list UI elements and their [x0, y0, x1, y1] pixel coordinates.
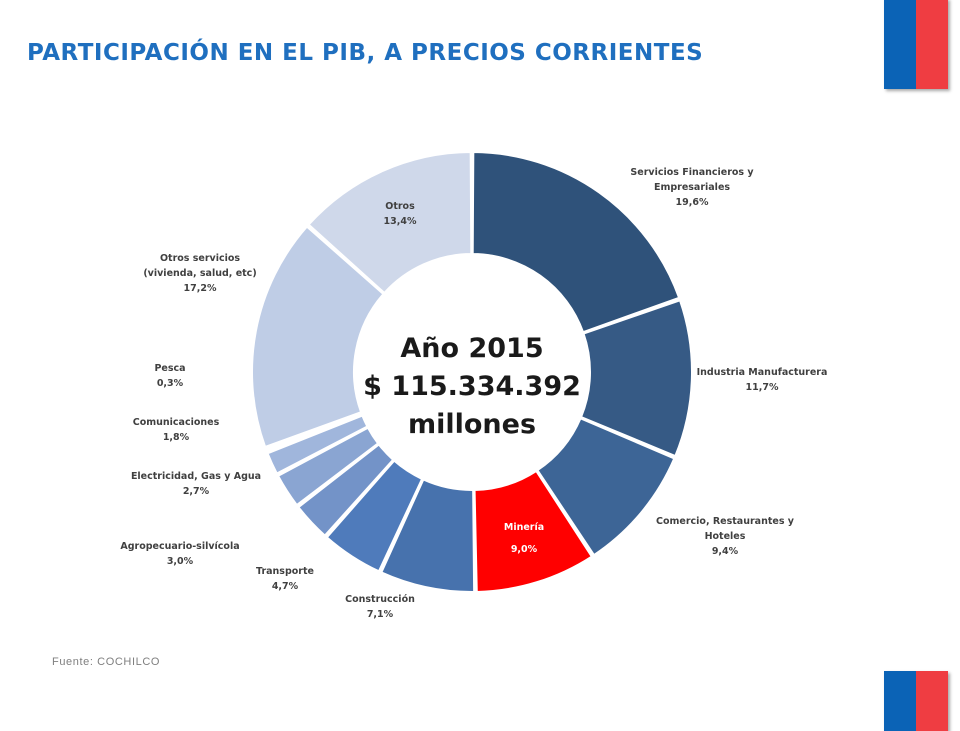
label-comunicaciones: Comunicaciones 1,8%	[133, 417, 220, 443]
flag-red-stripe	[916, 0, 948, 89]
center-amount: $ 115.334.392	[363, 371, 581, 402]
slice-agropecuario-silvicola	[297, 443, 395, 537]
slice-transporte	[325, 459, 424, 573]
label-otros: Otros 13,4%	[384, 201, 417, 227]
chart-slices	[251, 150, 693, 593]
label-industria-manufacturera: Industria Manufacturera 11,7%	[697, 367, 828, 393]
center-unit: millones	[408, 409, 536, 440]
flag-blue-stripe	[884, 0, 916, 89]
slice-servicios-financieros-y-empresariales	[471, 150, 681, 334]
source-note: Fuente: COCHILCO	[52, 656, 161, 668]
slice-comunicaciones	[266, 414, 369, 475]
chile-flag-logo	[884, 0, 948, 89]
slice-comercio-restaurantes-y-hoteles	[536, 417, 676, 557]
slice-mineria	[473, 469, 594, 593]
slice-otros	[307, 150, 473, 295]
chart-labels: Servicios Financieros y Empresariales 19,6…	[120, 167, 827, 620]
label-agropecuario-silvicola: Agropecuario-silvícola 3,0%	[120, 541, 239, 567]
label-comercio-restaurantes-y-hoteles: Comercio, Restaurantes y Hoteles 9,4%	[656, 516, 795, 557]
label-pesca: Pesca 0,3%	[154, 363, 185, 389]
slice-otros-servicios-vivienda-salud-etc	[251, 225, 385, 449]
center-year: Año 2015	[400, 333, 543, 364]
label-mineria: Minería 9,0%	[504, 522, 544, 555]
label-otros-servicios-vivienda-salud-etc: Otros servicios (vivienda, salud, etc) 17,…	[143, 253, 256, 294]
label-construccion: Construcción 7,1%	[345, 594, 415, 620]
label-servicios-financieros-y-empresariales: Servicios Financieros y Empresariales 19,6…	[630, 167, 754, 208]
label-transporte: Transporte 4,7%	[256, 566, 314, 592]
slice-pesca	[264, 412, 364, 453]
page-title: PARTICIPACIÓN EN EL PIB, A PRECIOS CORRI…	[27, 40, 704, 66]
slice-construccion	[380, 478, 476, 593]
label-electricidad-gas-y-agua: Electricidad, Gas y Agua 2,7%	[131, 471, 261, 497]
slice-electricidad-gas-y-agua	[276, 426, 380, 507]
slice-industria-manufacturera	[579, 299, 693, 458]
